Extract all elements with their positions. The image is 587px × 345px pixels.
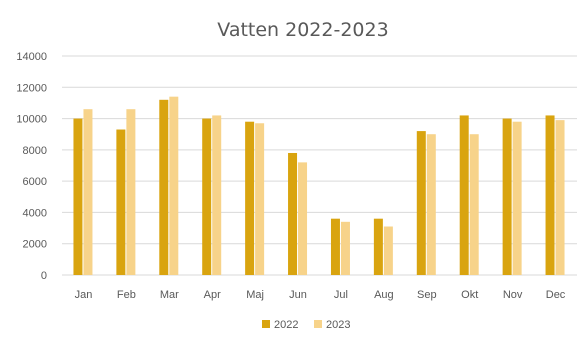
x-tick-label: Jan: [75, 289, 93, 301]
bar-2022-feb: [116, 130, 125, 275]
x-tick-label: Jun: [289, 289, 307, 301]
bar-2022-apr: [202, 119, 211, 275]
y-tick-label: 4000: [23, 207, 47, 219]
bar-2022-jan: [73, 119, 82, 275]
legend-swatch-2023: [314, 320, 322, 328]
y-tick-label: 2000: [23, 239, 47, 251]
bar-2023-sep: [427, 134, 436, 275]
bar-2022-aug: [374, 219, 383, 275]
y-tick-label: 10000: [16, 114, 47, 126]
bar-2023-jan: [83, 109, 92, 275]
legend-label-2022: 2022: [274, 319, 298, 331]
bar-2023-apr: [212, 115, 221, 275]
x-tick-label: Dec: [546, 289, 566, 301]
bar-2023-nov: [513, 122, 522, 275]
bar-2023-maj: [255, 123, 264, 275]
y-tick-label: 14000: [16, 51, 47, 63]
gridlines: [62, 56, 577, 275]
bar-2023-mar: [169, 97, 178, 275]
y-tick-label: 8000: [23, 145, 47, 157]
x-tick-label: Apr: [204, 289, 221, 301]
chart-title: Vatten 2022-2023: [217, 19, 388, 41]
bar-2022-mar: [159, 100, 168, 275]
bar-2022-nov: [503, 119, 512, 275]
x-tick-label: Aug: [374, 289, 394, 301]
bar-2023-dec: [556, 120, 565, 275]
bar-2022-maj: [245, 122, 254, 275]
legend-label-2023: 2023: [326, 319, 350, 331]
y-tick-label: 6000: [23, 176, 47, 188]
bar-2023-jul: [341, 222, 350, 275]
x-tick-label: Feb: [117, 289, 136, 301]
x-tick-label: Nov: [503, 289, 523, 301]
bar-2022-jun: [288, 153, 297, 275]
bar-2022-sep: [417, 131, 426, 275]
x-tick-label: Mar: [160, 289, 179, 301]
y-tick-label: 12000: [16, 82, 47, 94]
x-tick-label: Okt: [461, 289, 478, 301]
bar-2022-okt: [460, 115, 469, 275]
y-tick-label: 0: [41, 270, 47, 282]
x-tick-label: Jul: [334, 289, 348, 301]
bar-2023-okt: [470, 134, 479, 275]
x-tick-label: Sep: [417, 289, 437, 301]
bar-2023-jun: [298, 162, 307, 275]
legend-swatch-2022: [262, 320, 270, 328]
bar-2022-dec: [546, 115, 555, 275]
x-axis-ticks: Jan Feb Mar Apr Maj Jun Jul Aug Sep Okt Nov Dec: [75, 289, 566, 301]
bar-2023-feb: [126, 109, 135, 275]
legend: 2022 2023: [262, 319, 350, 331]
bars: [73, 97, 564, 275]
bar-2023-aug: [384, 227, 393, 275]
x-tick-label: Maj: [246, 289, 264, 301]
bar-2022-jul: [331, 219, 340, 275]
y-axis-ticks: 0 2000 4000 6000 8000 10000 12000 14000: [16, 51, 47, 282]
